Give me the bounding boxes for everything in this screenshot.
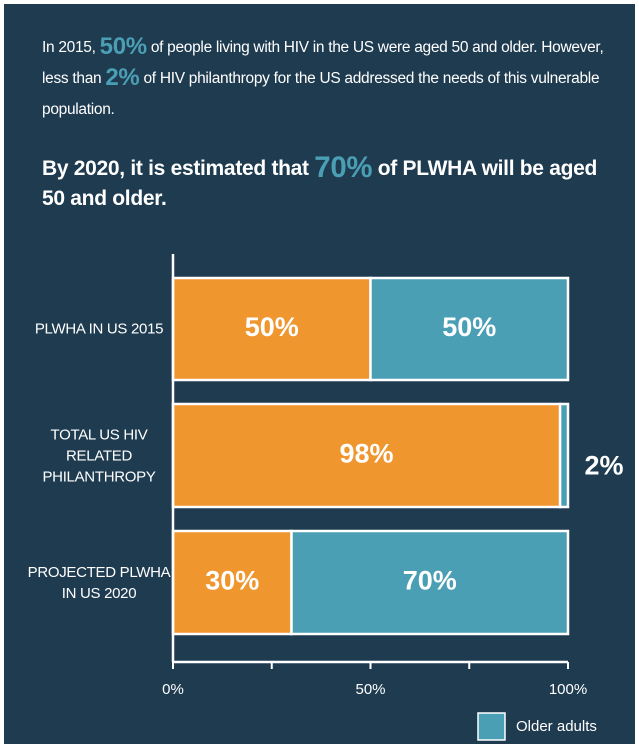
- intro-text: In 2015, 50% of people living with HIV i…: [42, 32, 612, 125]
- bar-segment: [171, 402, 562, 509]
- x-tick-label: 100%: [549, 681, 587, 698]
- legend-label: Older adults: [516, 718, 597, 735]
- category-label: PROJECTED PLWHA IN US 2020: [27, 563, 171, 602]
- bar-segment: [558, 402, 570, 509]
- bar-segment: [171, 276, 372, 382]
- highlight-figure: 70%: [314, 151, 373, 184]
- text-segment: of people living with HIV in the US were…: [42, 39, 604, 87]
- x-tick-label: 0%: [162, 681, 184, 698]
- category-label: PLWHA IN US 2015: [34, 320, 164, 338]
- value-label: 70%: [403, 566, 457, 596]
- text-segment: By 2020, it is estimated that: [42, 157, 315, 180]
- x-tick-label: 50%: [355, 681, 385, 698]
- chart: 50% 50% 98% 2% 30% 70% 0% 50% 100% Older adults: [162, 254, 624, 741]
- bar-segment: [369, 276, 570, 382]
- value-label: 98%: [340, 439, 394, 469]
- bar-segment: [290, 529, 570, 636]
- text-segment: of HIV philanthropy for the US addressed…: [42, 70, 600, 118]
- value-label: 2%: [584, 451, 623, 481]
- highlight-figure: 2%: [105, 64, 140, 91]
- value-label: 30%: [205, 566, 259, 596]
- text-segment: In 2015,: [42, 39, 100, 56]
- category-label: TOTAL US HIV RELATED PHILANTHROPY: [42, 426, 156, 485]
- highlight-figure: 50%: [99, 33, 147, 60]
- legend-swatch: [477, 712, 506, 741]
- value-label: 50%: [245, 312, 299, 342]
- infographic: In 2015, 50% of people living with HIV i…: [4, 4, 635, 744]
- headline-text: By 2020, it is estimated that 70% of PLW…: [42, 151, 612, 214]
- value-label: 50%: [442, 312, 496, 342]
- text-segment: of PLWHA will be aged 50 and older.: [42, 157, 598, 210]
